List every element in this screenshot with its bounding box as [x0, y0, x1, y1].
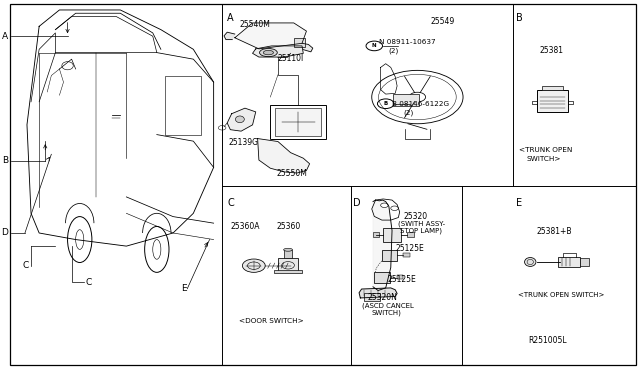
Text: B: B: [516, 13, 522, 23]
Ellipse shape: [284, 248, 292, 251]
Text: 25540M: 25540M: [240, 20, 271, 29]
Bar: [373, 232, 380, 237]
Text: (ASCD CANCEL: (ASCD CANCEL: [362, 302, 414, 309]
Bar: [274, 270, 302, 273]
Text: N: N: [372, 44, 376, 48]
Text: 25381: 25381: [539, 46, 563, 55]
Text: E: E: [181, 284, 187, 293]
Bar: [536, 90, 568, 112]
Text: 25549: 25549: [430, 17, 454, 26]
Polygon shape: [373, 200, 392, 291]
Text: (2): (2): [389, 48, 399, 54]
Polygon shape: [302, 43, 313, 52]
Bar: [541, 86, 563, 90]
Text: 25381+B: 25381+B: [536, 227, 572, 236]
Circle shape: [243, 259, 265, 272]
Text: SWITCH): SWITCH): [372, 310, 402, 316]
Text: C: C: [227, 198, 234, 208]
Bar: [294, 38, 305, 47]
Bar: [382, 250, 397, 261]
Ellipse shape: [260, 48, 277, 57]
Polygon shape: [235, 23, 307, 49]
Text: 25360A: 25360A: [230, 221, 260, 231]
Text: R251005L: R251005L: [528, 336, 566, 346]
Ellipse shape: [525, 257, 536, 266]
Bar: [374, 272, 390, 283]
Text: SWITCH>: SWITCH>: [527, 156, 561, 162]
Text: D: D: [1, 228, 8, 237]
Text: A: A: [2, 32, 8, 41]
Text: E: E: [516, 198, 522, 208]
Text: 25110I: 25110I: [278, 54, 304, 62]
Bar: [403, 253, 410, 257]
Text: 25550M: 25550M: [276, 169, 308, 177]
Bar: [364, 293, 380, 301]
Circle shape: [381, 203, 388, 208]
Text: <TRUNK OPEN SWITCH>: <TRUNK OPEN SWITCH>: [518, 292, 604, 298]
Text: (SWITH ASSY-: (SWITH ASSY-: [398, 221, 445, 227]
Text: 25125E: 25125E: [396, 244, 424, 253]
Bar: [383, 228, 401, 242]
Polygon shape: [253, 46, 303, 57]
Ellipse shape: [263, 50, 273, 55]
Text: C: C: [22, 261, 29, 270]
Text: 25320N: 25320N: [368, 294, 398, 302]
Text: B: B: [2, 156, 8, 165]
Bar: [558, 257, 580, 267]
Text: <TRUNK OPEN: <TRUNK OPEN: [519, 147, 572, 153]
Text: N 08911-10637: N 08911-10637: [380, 39, 436, 45]
Bar: [165, 76, 202, 135]
Bar: [278, 258, 298, 272]
Bar: [394, 94, 419, 106]
Circle shape: [391, 206, 398, 211]
Text: <DOOR SWITCH>: <DOOR SWITCH>: [239, 318, 303, 324]
Text: A: A: [227, 13, 234, 23]
Bar: [275, 108, 321, 136]
Bar: [407, 232, 413, 237]
Text: (2): (2): [403, 109, 413, 116]
Text: 25360: 25360: [276, 221, 301, 231]
Text: B: B: [383, 101, 388, 106]
Bar: [270, 105, 326, 138]
Bar: [284, 250, 292, 258]
Polygon shape: [227, 108, 256, 131]
Text: 25139G: 25139G: [228, 138, 259, 147]
Text: D: D: [353, 198, 360, 208]
Bar: [580, 257, 589, 266]
Text: B 08146-6122G: B 08146-6122G: [392, 102, 449, 108]
Text: C: C: [85, 278, 92, 287]
Text: 25125E: 25125E: [388, 275, 417, 284]
Ellipse shape: [236, 116, 244, 123]
Polygon shape: [359, 288, 397, 298]
Polygon shape: [258, 138, 310, 173]
Text: 25320: 25320: [403, 212, 428, 221]
Bar: [397, 275, 403, 279]
Polygon shape: [224, 32, 235, 39]
Text: STOP LAMP): STOP LAMP): [399, 228, 442, 234]
